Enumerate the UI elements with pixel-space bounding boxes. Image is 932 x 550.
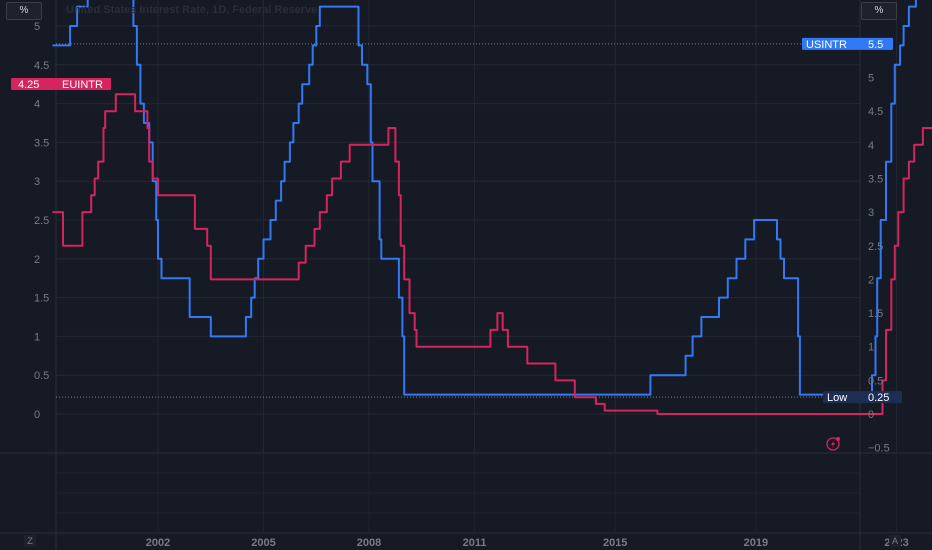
axis-ticks: 0 0.5 1 1.5 2 2.5 3 3.5 4 4.5 5 −0.5 0 0.5 1 1.5 2 2.5 3 3.… [34,21,909,549]
left-axis-tick-label: 2.5 [34,215,49,227]
right-axis-tick-label: 0.5 [868,375,883,387]
usintr-price-tag-bg [802,37,893,50]
series-line-euintr [52,93,932,415]
low-price-tag: Low 0.25 [823,391,902,404]
x-axis-tick-label: 2015 [603,537,627,549]
euintr-price-tag: 4.25 EUINTR [11,78,111,91]
left-axis-tick-label: 3 [34,176,40,188]
left-axis-tick-label: 4 [34,99,40,111]
left-axis-tick-label: 2 [34,254,40,266]
left-axis-tick-label: 5 [34,21,40,33]
x-axis-tick-label: 2019 [744,537,768,549]
right-axis-tick-label: 5 [868,73,874,85]
x-axis-tick-label: 2002 [146,537,170,549]
zoom-button[interactable]: Z [24,535,36,547]
left-axis-tick-label: 0 [34,409,40,421]
euintr-price-tag-name: EUINTR [62,79,103,91]
chart-title: United States Interest Rate, 1D, Federal… [66,4,317,16]
lightning-replay-icon[interactable] [826,437,840,451]
euintr-price-tag-value: 4.25 [18,79,39,91]
left-scale-percent-button[interactable]: % [6,2,42,20]
right-axis-tick-label: 2.5 [868,241,883,253]
x-axis-tick-label: 2005 [251,537,275,549]
usintr-price-tag-value: 5.5 [868,39,883,51]
usintr-price-tag-name: USINTR [806,39,847,51]
usintr-price-tag: USINTR 5.5 [802,37,893,51]
right-axis-tick-label: 4 [868,140,874,152]
right-axis-tick-label: 1 [868,342,874,354]
low-price-tag-name: Low [827,392,847,404]
x-axis-tick-label: 2008 [357,537,381,549]
series-lines [52,0,932,415]
left-axis-tick-label: 4.5 [34,60,49,72]
auto-scale-button[interactable]: A [889,535,901,547]
left-axis-tick-label: 1 [34,331,40,343]
x-axis-tick-label: 2011 [463,537,487,549]
price-tags: USINTR 5.5 4.25 EUINTR Low 0.25 [11,37,902,404]
reference-lines [56,43,860,398]
left-axis-tick-label: 1.5 [34,293,49,305]
euintr-price-tag-bg [11,78,111,90]
right-axis-tick-label: 3 [868,207,874,219]
right-axis-tick-label: 0 [868,409,874,421]
right-axis-tick-label: 2 [868,274,874,286]
low-price-tag-value: 0.25 [868,392,889,404]
series-line-usintr [52,0,917,396]
right-axis-tick-label: −0.5 [868,443,890,455]
right-axis-tick-label: 3.5 [868,173,883,185]
right-axis-tick-label: 4.5 [868,106,883,118]
left-axis-tick-label: 3.5 [34,137,49,149]
right-axis-tick-label: 1.5 [868,308,883,320]
right-scale-percent-button[interactable]: % [861,2,897,20]
left-axis-tick-label: 0.5 [34,370,49,382]
low-price-tag-bg [823,391,902,404]
